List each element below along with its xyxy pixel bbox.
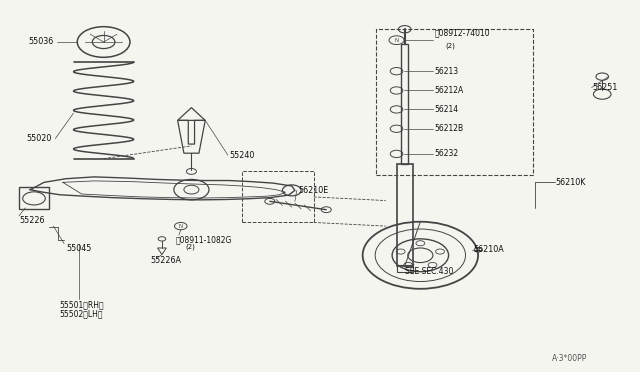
Text: 55020: 55020 [26,134,52,143]
Text: 56210K: 56210K [556,178,586,187]
Bar [397,164,413,266]
Text: Ⓝ08912-74010: Ⓝ08912-74010 [434,28,490,37]
Text: 55036: 55036 [28,38,54,46]
Text: 55226: 55226 [19,216,44,225]
Text: 56210A: 56210A [474,245,504,254]
Bar [397,265,413,272]
Text: 55502〈LH〉: 55502〈LH〉 [60,310,103,319]
Text: A·3*00PP: A·3*00PP [552,353,588,363]
Bar [242,171,314,222]
Bar [376,29,533,175]
Text: N: N [394,38,399,43]
Text: 56213: 56213 [434,67,458,76]
Text: 55240: 55240 [229,151,255,160]
Text: 56212B: 56212B [434,124,463,133]
Text: SEE SEC.430: SEE SEC.430 [404,267,453,276]
Text: 55226A: 55226A [150,256,182,265]
Text: (2): (2) [185,243,195,250]
Text: 55501〈RH〉: 55501〈RH〉 [60,300,104,309]
Text: 56214: 56214 [434,105,458,114]
Text: N: N [179,224,183,229]
Text: 56232: 56232 [434,150,458,158]
Bar [401,44,408,164]
Text: (2): (2) [445,42,455,49]
Text: 56210E: 56210E [298,186,328,195]
Text: 55045: 55045 [66,244,92,253]
Bar [19,187,49,209]
Text: 56212A: 56212A [434,86,463,95]
Text: Ⓝ08911-1082G: Ⓝ08911-1082G [176,235,232,244]
Text: 56251: 56251 [593,83,618,92]
